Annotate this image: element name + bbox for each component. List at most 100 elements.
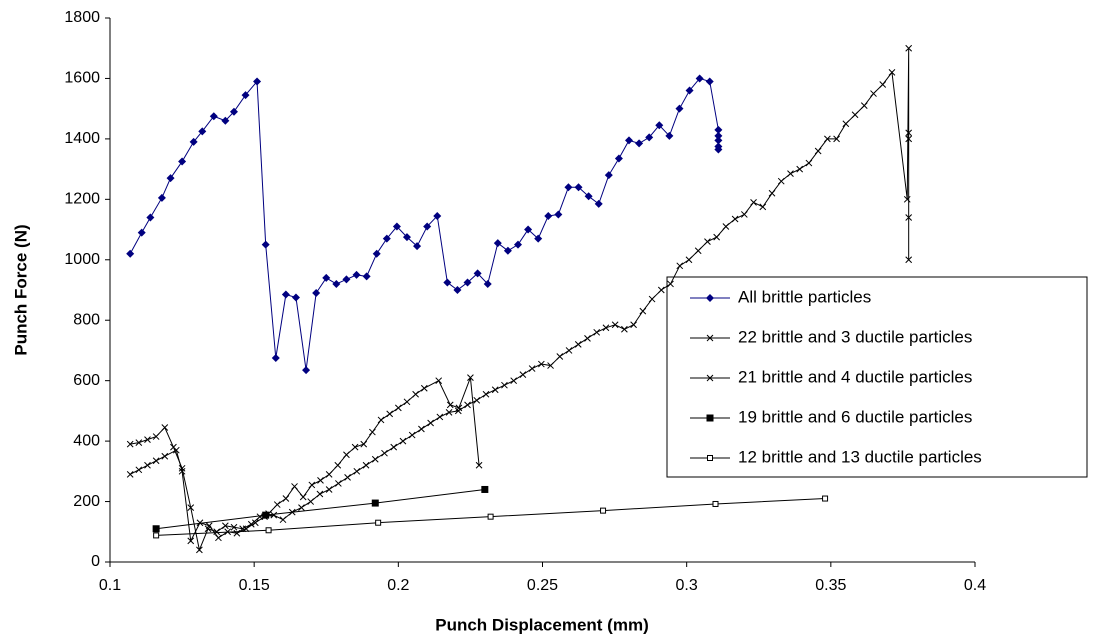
marker <box>412 390 419 398</box>
marker <box>146 213 155 222</box>
marker <box>265 527 272 534</box>
marker <box>423 222 432 231</box>
marker <box>325 471 333 478</box>
legend-marker <box>706 374 714 382</box>
marker <box>625 136 633 145</box>
marker <box>253 77 262 86</box>
marker <box>777 177 785 185</box>
marker <box>375 519 382 526</box>
marker <box>229 107 238 116</box>
marker <box>152 525 160 533</box>
marker <box>905 214 913 221</box>
y-tick-label: 600 <box>73 372 100 389</box>
marker <box>905 44 913 52</box>
marker <box>824 135 831 143</box>
marker <box>483 279 492 288</box>
y-tick-label: 1800 <box>64 9 100 26</box>
y-tick-label: 1400 <box>64 130 100 147</box>
y-tick-label: 1200 <box>64 191 100 208</box>
marker <box>371 499 379 507</box>
marker <box>537 360 545 368</box>
marker <box>251 519 259 527</box>
marker <box>833 135 840 143</box>
marker <box>325 486 333 493</box>
marker <box>312 289 321 298</box>
marker <box>467 374 474 381</box>
marker <box>144 461 151 469</box>
marker <box>170 443 177 451</box>
marker <box>768 189 776 197</box>
marker <box>377 416 385 424</box>
marker <box>230 523 238 531</box>
marker <box>731 215 739 223</box>
marker <box>594 199 603 208</box>
marker <box>271 354 280 362</box>
marker <box>621 325 628 333</box>
marker <box>903 195 911 203</box>
marker <box>390 443 398 451</box>
marker <box>574 341 582 348</box>
marker <box>750 199 757 206</box>
marker <box>547 362 554 369</box>
marker <box>657 286 665 294</box>
marker <box>602 324 610 332</box>
marker <box>475 461 483 469</box>
marker <box>302 366 311 375</box>
marker <box>519 371 527 378</box>
marker <box>343 451 350 459</box>
marker <box>352 270 361 279</box>
marker <box>247 520 255 528</box>
marker <box>534 234 543 243</box>
marker <box>291 483 298 490</box>
x-tick-label: 0.3 <box>676 577 698 594</box>
marker <box>842 120 850 128</box>
marker <box>178 157 187 166</box>
marker <box>152 433 160 440</box>
marker <box>584 335 591 342</box>
marker <box>261 240 270 249</box>
marker <box>713 233 721 241</box>
marker <box>135 466 143 474</box>
marker <box>144 436 151 443</box>
marker <box>221 522 229 530</box>
marker <box>676 262 684 270</box>
marker <box>513 240 522 249</box>
marker <box>152 457 160 465</box>
y-axis-title: Punch Force (N) <box>11 224 30 355</box>
marker <box>241 91 250 100</box>
marker <box>126 471 134 478</box>
series-line <box>156 488 485 530</box>
marker <box>556 353 564 360</box>
marker <box>403 398 411 406</box>
marker <box>473 269 482 278</box>
marker <box>528 365 536 372</box>
marker <box>905 256 913 264</box>
marker <box>667 280 674 288</box>
marker <box>565 347 573 354</box>
marker <box>487 513 494 520</box>
marker <box>427 419 434 427</box>
marker <box>360 440 368 448</box>
marker <box>635 139 644 148</box>
x-tick-label: 0.1 <box>99 577 121 594</box>
marker <box>332 279 341 288</box>
marker <box>381 449 388 457</box>
marker <box>443 278 452 287</box>
marker <box>604 171 613 180</box>
x-tick-label: 0.4 <box>964 577 986 594</box>
marker <box>722 223 730 230</box>
marker <box>455 404 463 412</box>
marker <box>714 136 723 145</box>
marker <box>335 480 342 487</box>
marker <box>805 159 813 167</box>
marker <box>372 249 381 258</box>
marker <box>394 404 402 412</box>
marker <box>392 222 401 231</box>
marker <box>420 384 428 392</box>
legend-marker <box>706 414 714 422</box>
marker <box>334 461 342 469</box>
marker <box>675 104 684 113</box>
marker <box>371 455 379 463</box>
marker <box>239 525 246 533</box>
marker <box>307 498 315 505</box>
